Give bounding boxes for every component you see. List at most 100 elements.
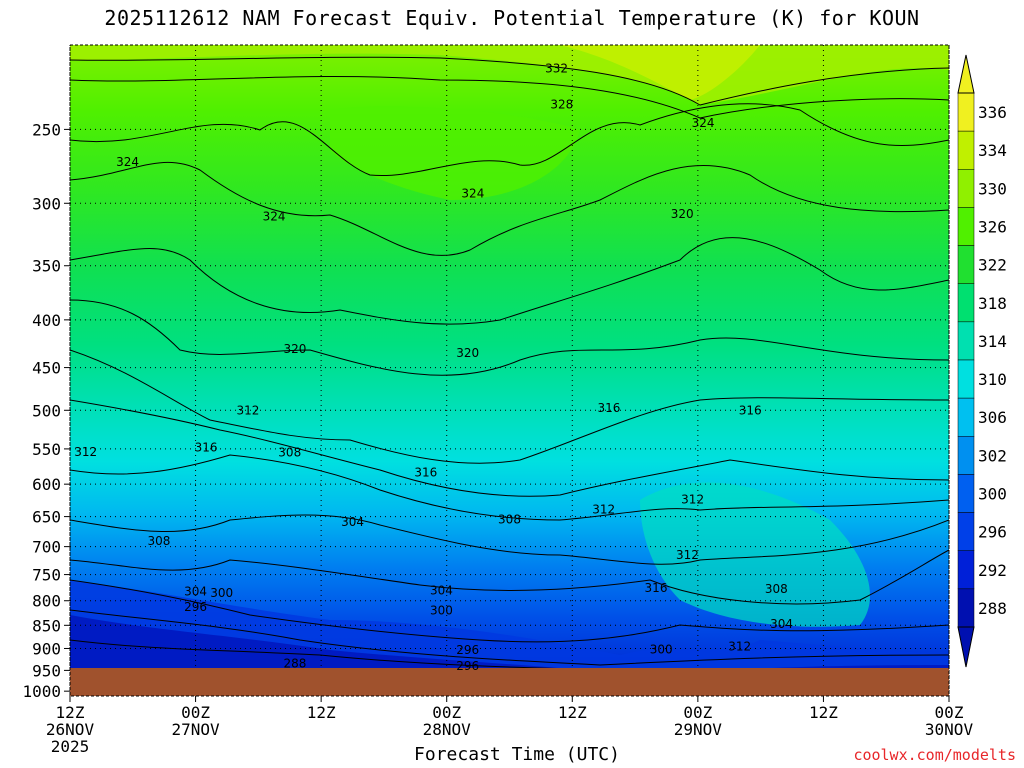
colorbar-label-292: 292 (978, 561, 1007, 580)
contour-label-21: 308 (498, 513, 521, 527)
contour-label-22: 308 (765, 582, 788, 596)
x-tick-label-5-1: 00Z (683, 703, 712, 722)
contour-label-9: 316 (195, 440, 218, 454)
contour-label-20: 308 (147, 534, 170, 548)
contour-label-27: 300 (210, 586, 233, 600)
colorbar-box-6 (957, 321, 975, 361)
colorbar-box-2 (957, 169, 975, 208)
colorbar-box-3 (957, 207, 975, 246)
x-tick-label-6-1: 12Z (809, 703, 838, 722)
contour-label-10: 316 (414, 466, 437, 480)
colorbar-box-8 (957, 397, 975, 437)
y-axis: 250 300 350 400 450 500 550 600 650 700 750 800 850 9… (22, 120, 70, 701)
contour-label-26: 304 (770, 617, 793, 631)
colorbar-box-9 (957, 436, 975, 475)
contour-label-24: 304 (430, 583, 453, 597)
y-tick-label-600: 600 (32, 475, 61, 494)
colorbar-box-10 (957, 474, 975, 513)
colorbar-box-5 (957, 283, 975, 323)
contour-label-0: 332 (545, 61, 568, 75)
contour-332 (70, 56, 949, 106)
contour-label-32: 296 (456, 659, 479, 673)
contour-label-31: 296 (456, 643, 479, 657)
chart-title: 2025112612 NAM Forecast Equiv. Potential… (104, 6, 920, 30)
contour-320b (70, 299, 949, 376)
contour-label-30: 296 (184, 600, 207, 614)
contour-328 (70, 75, 949, 119)
colorbar-box-0 (957, 92, 975, 132)
x-tick-label-4-1: 12Z (558, 703, 587, 722)
contour-288 (70, 639, 621, 671)
contour-296 (70, 579, 949, 643)
colorbar-labels: 336 334 330 326 322 318 314 310 306 302 300 296 292 2… (978, 103, 1007, 618)
field-peak-band (560, 45, 760, 100)
contour-label-15: 312 (592, 503, 615, 517)
colorbar-label-288: 288 (978, 599, 1007, 618)
contour-label-11: 316 (597, 401, 620, 415)
colorbar-top-arrow (957, 54, 975, 94)
colorbar-label-310: 310 (978, 370, 1007, 389)
y-tick-label-750: 750 (32, 566, 61, 585)
y-tick-label-250: 250 (32, 120, 61, 139)
colorbar-label-334: 334 (978, 141, 1007, 160)
contour-label-1: 328 (550, 97, 573, 111)
contour-292 (70, 609, 949, 666)
y-tick-label-550: 550 (32, 440, 61, 459)
y-tick-label-1000: 1000 (22, 682, 61, 701)
plot-area: 332 328 324 324 324 324 320 320 320 316 316 316 316 3… (69, 44, 950, 697)
y-tick-label-400: 400 (32, 311, 61, 330)
x-tick-label-0-1: 12Z (56, 703, 85, 722)
colorbar-box-12 (957, 550, 975, 590)
y-tick-label-700: 700 (32, 538, 61, 557)
colorbar-box-7 (957, 359, 975, 399)
colorbar-box-11 (957, 512, 975, 551)
contour-label-34: 316 (645, 581, 668, 595)
contour-labels: 332 328 324 324 324 324 320 320 320 316 316 316 316 3… (74, 61, 793, 673)
contour-label-18: 312 (728, 640, 751, 654)
contour-label-3: 324 (263, 210, 286, 224)
contour-label-6: 320 (671, 207, 694, 221)
colorbar-label-326: 326 (978, 218, 1007, 237)
ground-surface (70, 668, 949, 696)
contour-label-12: 316 (739, 403, 762, 417)
contour-308 (70, 454, 949, 521)
colorbar-label-322: 322 (978, 256, 1007, 275)
contour-label-17: 312 (676, 548, 699, 562)
contour-label-23: 304 (341, 515, 364, 529)
x-tick-label-0-3: 2025 (51, 737, 90, 756)
field-pocket (330, 106, 580, 200)
contour-304 (70, 514, 949, 565)
colorbar-label-336: 336 (978, 103, 1007, 122)
colorbar-box-4 (957, 245, 975, 284)
x-tick-label-2-1: 12Z (307, 703, 336, 722)
contour-label-8: 320 (456, 346, 479, 360)
colorbar-label-330: 330 (978, 179, 1007, 198)
contour-label-4: 324 (461, 187, 484, 201)
x-axis-title: Forecast Time (UTC) (414, 744, 620, 765)
colorbar-box-13 (957, 588, 975, 628)
contour-label-2: 324 (116, 155, 139, 169)
contour-300 (70, 549, 949, 605)
y-tick-label-300: 300 (32, 194, 61, 213)
gridlines (69, 45, 950, 696)
contour-label-16: 312 (681, 492, 704, 506)
y-tick-label-350: 350 (32, 257, 61, 276)
x-tick-label-3-1: 00Z (432, 703, 461, 722)
x-tick-label-0-2: 26NOV (46, 720, 95, 739)
contour-label-25: 304 (184, 585, 207, 599)
y-tick-label-450: 450 (32, 359, 61, 378)
credit-text[interactable]: coolwx.com/modelts (853, 746, 1016, 764)
contour-label-28: 300 (430, 604, 453, 618)
colorbar-bottom-arrow (957, 626, 975, 668)
x-tick-label-7-2: 30NOV (925, 720, 974, 739)
contour-label-7: 320 (284, 342, 307, 356)
y-tick-label-950: 950 (32, 661, 61, 680)
contour-label-5: 324 (692, 116, 715, 130)
y-tick-label-500: 500 (32, 401, 61, 420)
contour-label-14: 312 (236, 403, 259, 417)
x-tick-label-5-2: 29NOV (674, 720, 723, 739)
contour-label-33: 288 (284, 656, 307, 670)
colorbar-label-314: 314 (978, 332, 1007, 351)
